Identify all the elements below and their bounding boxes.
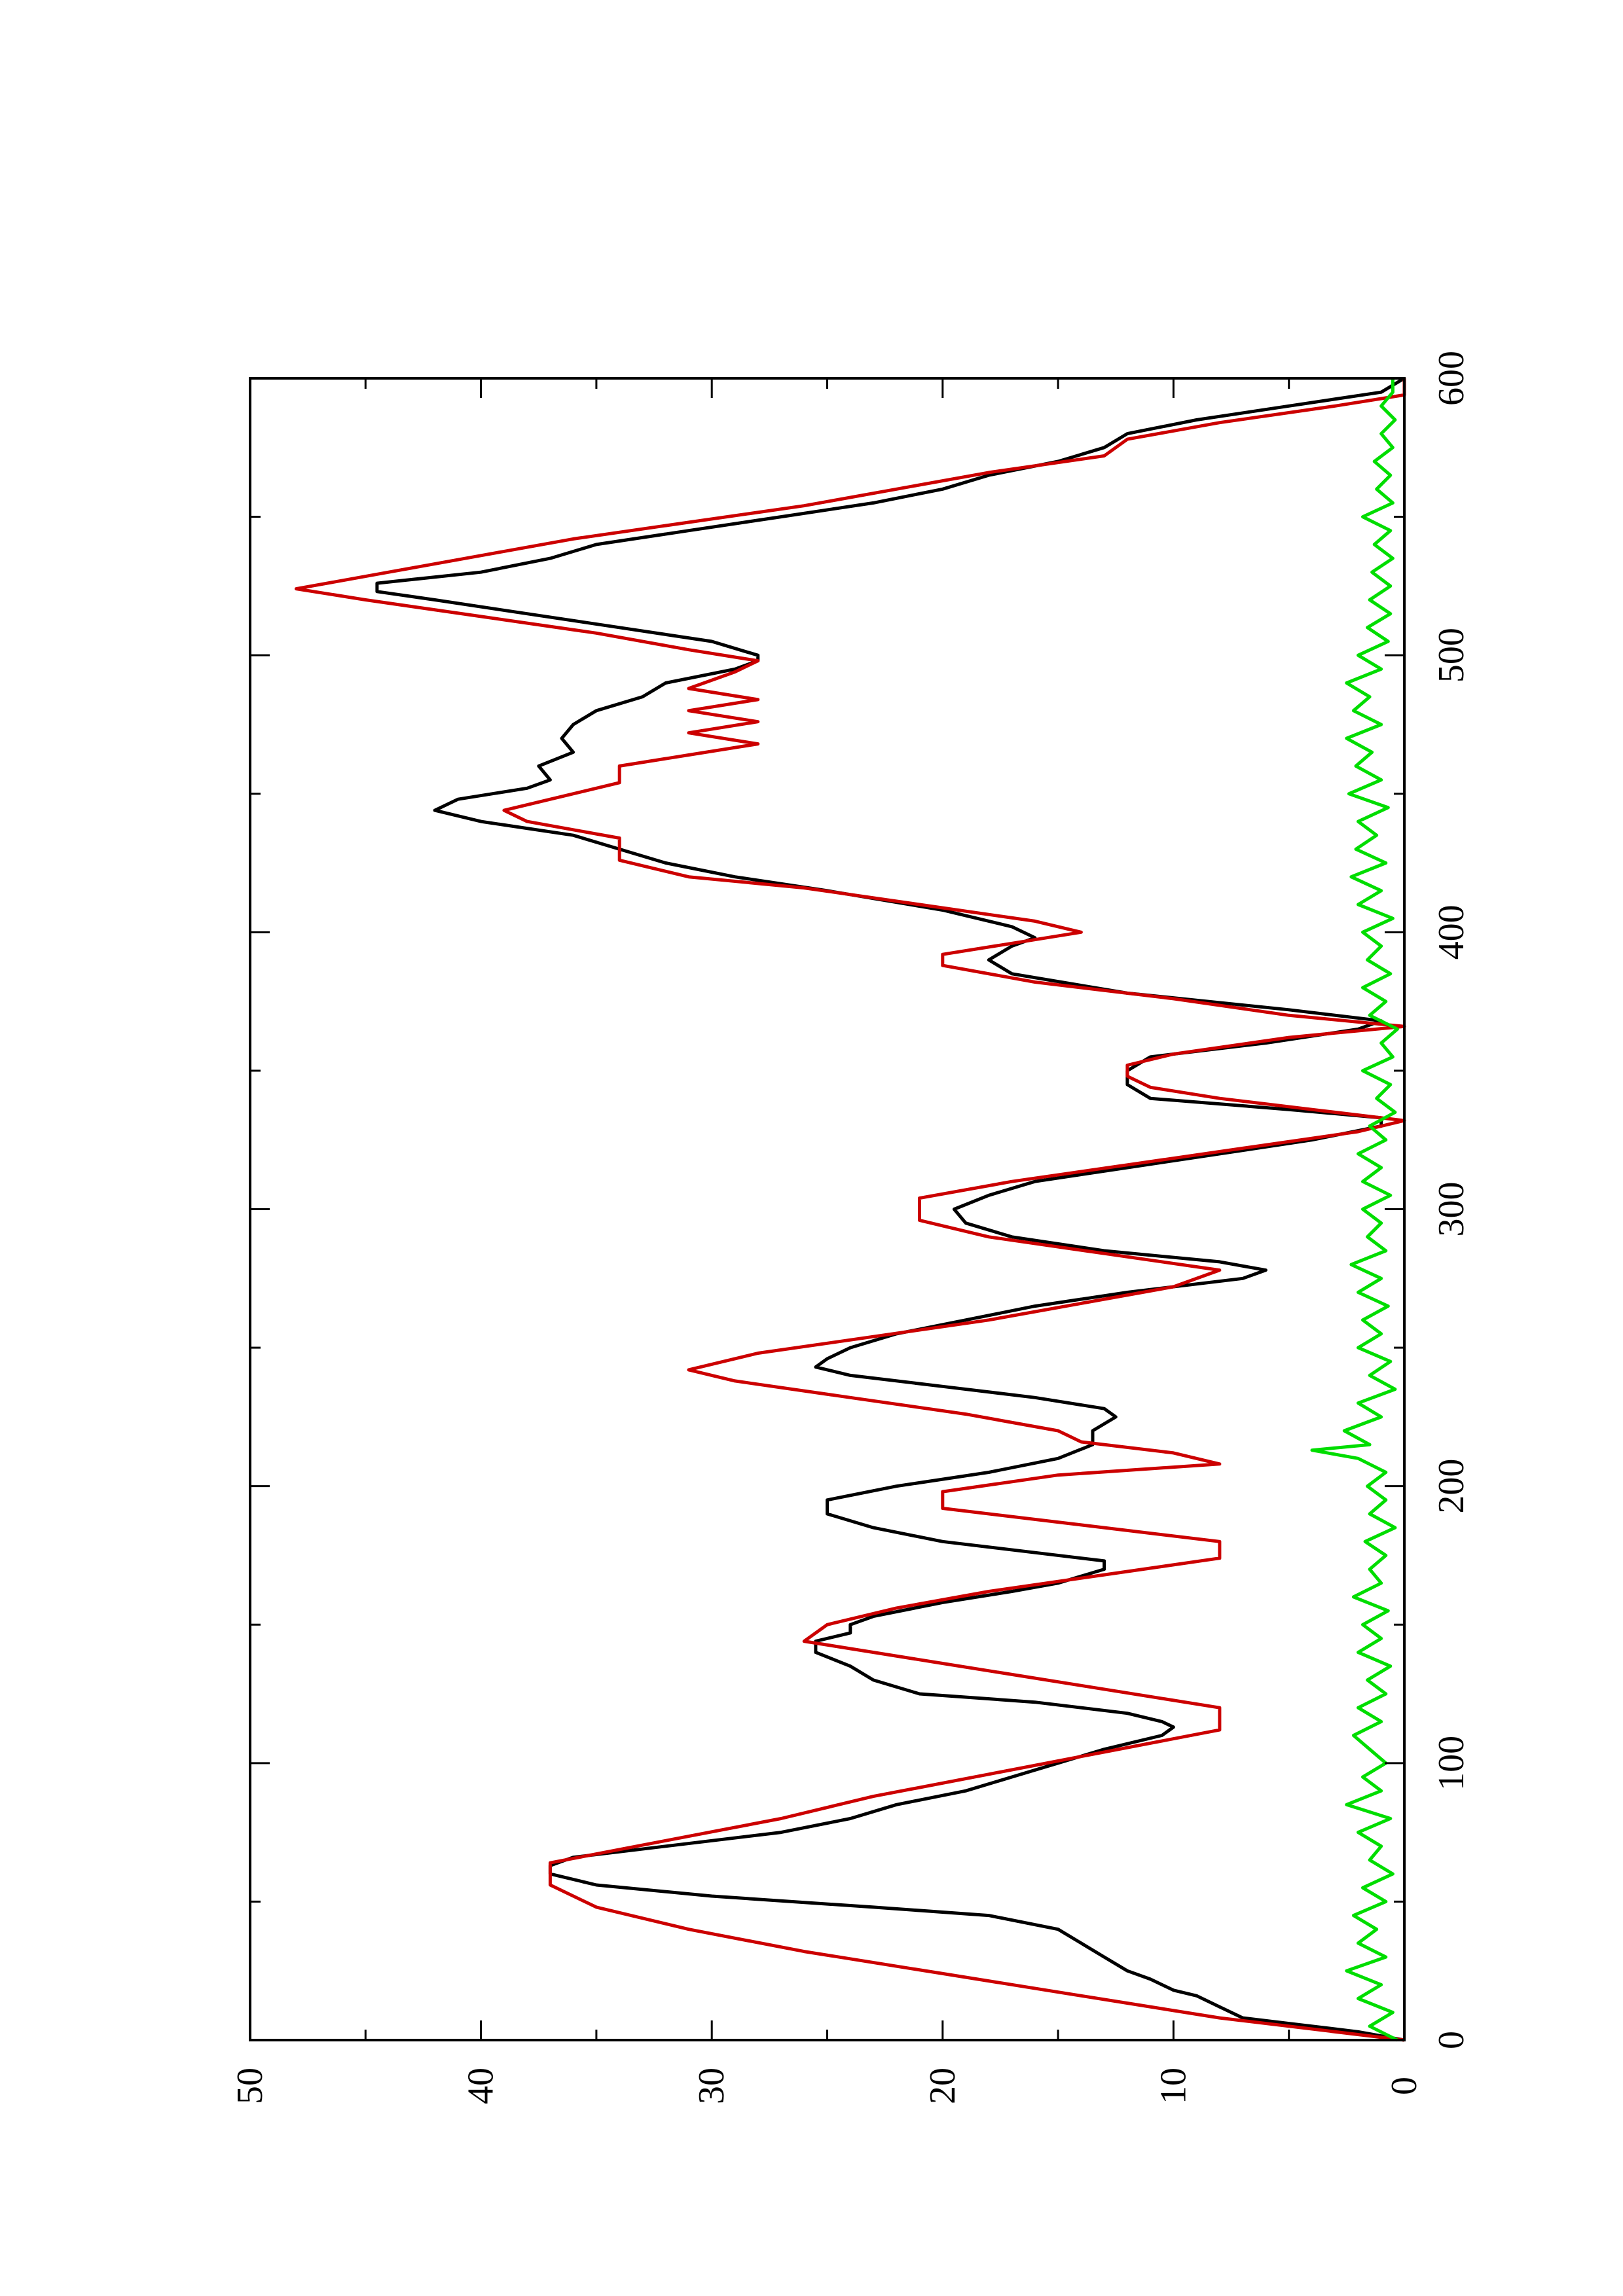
x-tick-label: 300 (1431, 1182, 1472, 1237)
x-tick-label: 500 (1431, 628, 1472, 683)
label-layer: 0 100 200 300 400 500 600 0 10 20 30 40 50 (230, 351, 1472, 2104)
y-tick-label: 0 (1384, 2077, 1425, 2095)
y-tick-label: 40 (461, 2068, 501, 2104)
series-line-1 (375, 376, 1406, 2042)
y-tick-label: 10 (1153, 2068, 1194, 2104)
series-line-3 (1310, 378, 1399, 2042)
x-tick-label: 200 (1431, 1459, 1472, 1514)
tick-layer (249, 377, 1406, 2041)
x-tick-label: 400 (1431, 905, 1472, 960)
x-tick-label: 600 (1431, 351, 1472, 406)
y-tick-label: 20 (922, 2068, 963, 2104)
x-tick-label: 0 (1431, 2031, 1472, 2049)
series-line-2 (295, 378, 1406, 2042)
series-layer (295, 376, 1406, 2042)
y-tick-label: 30 (691, 2068, 732, 2104)
plot-frame (249, 377, 1406, 2041)
x-tick-label: 100 (1431, 1736, 1472, 1791)
y-tick-label: 50 (230, 2068, 270, 2104)
